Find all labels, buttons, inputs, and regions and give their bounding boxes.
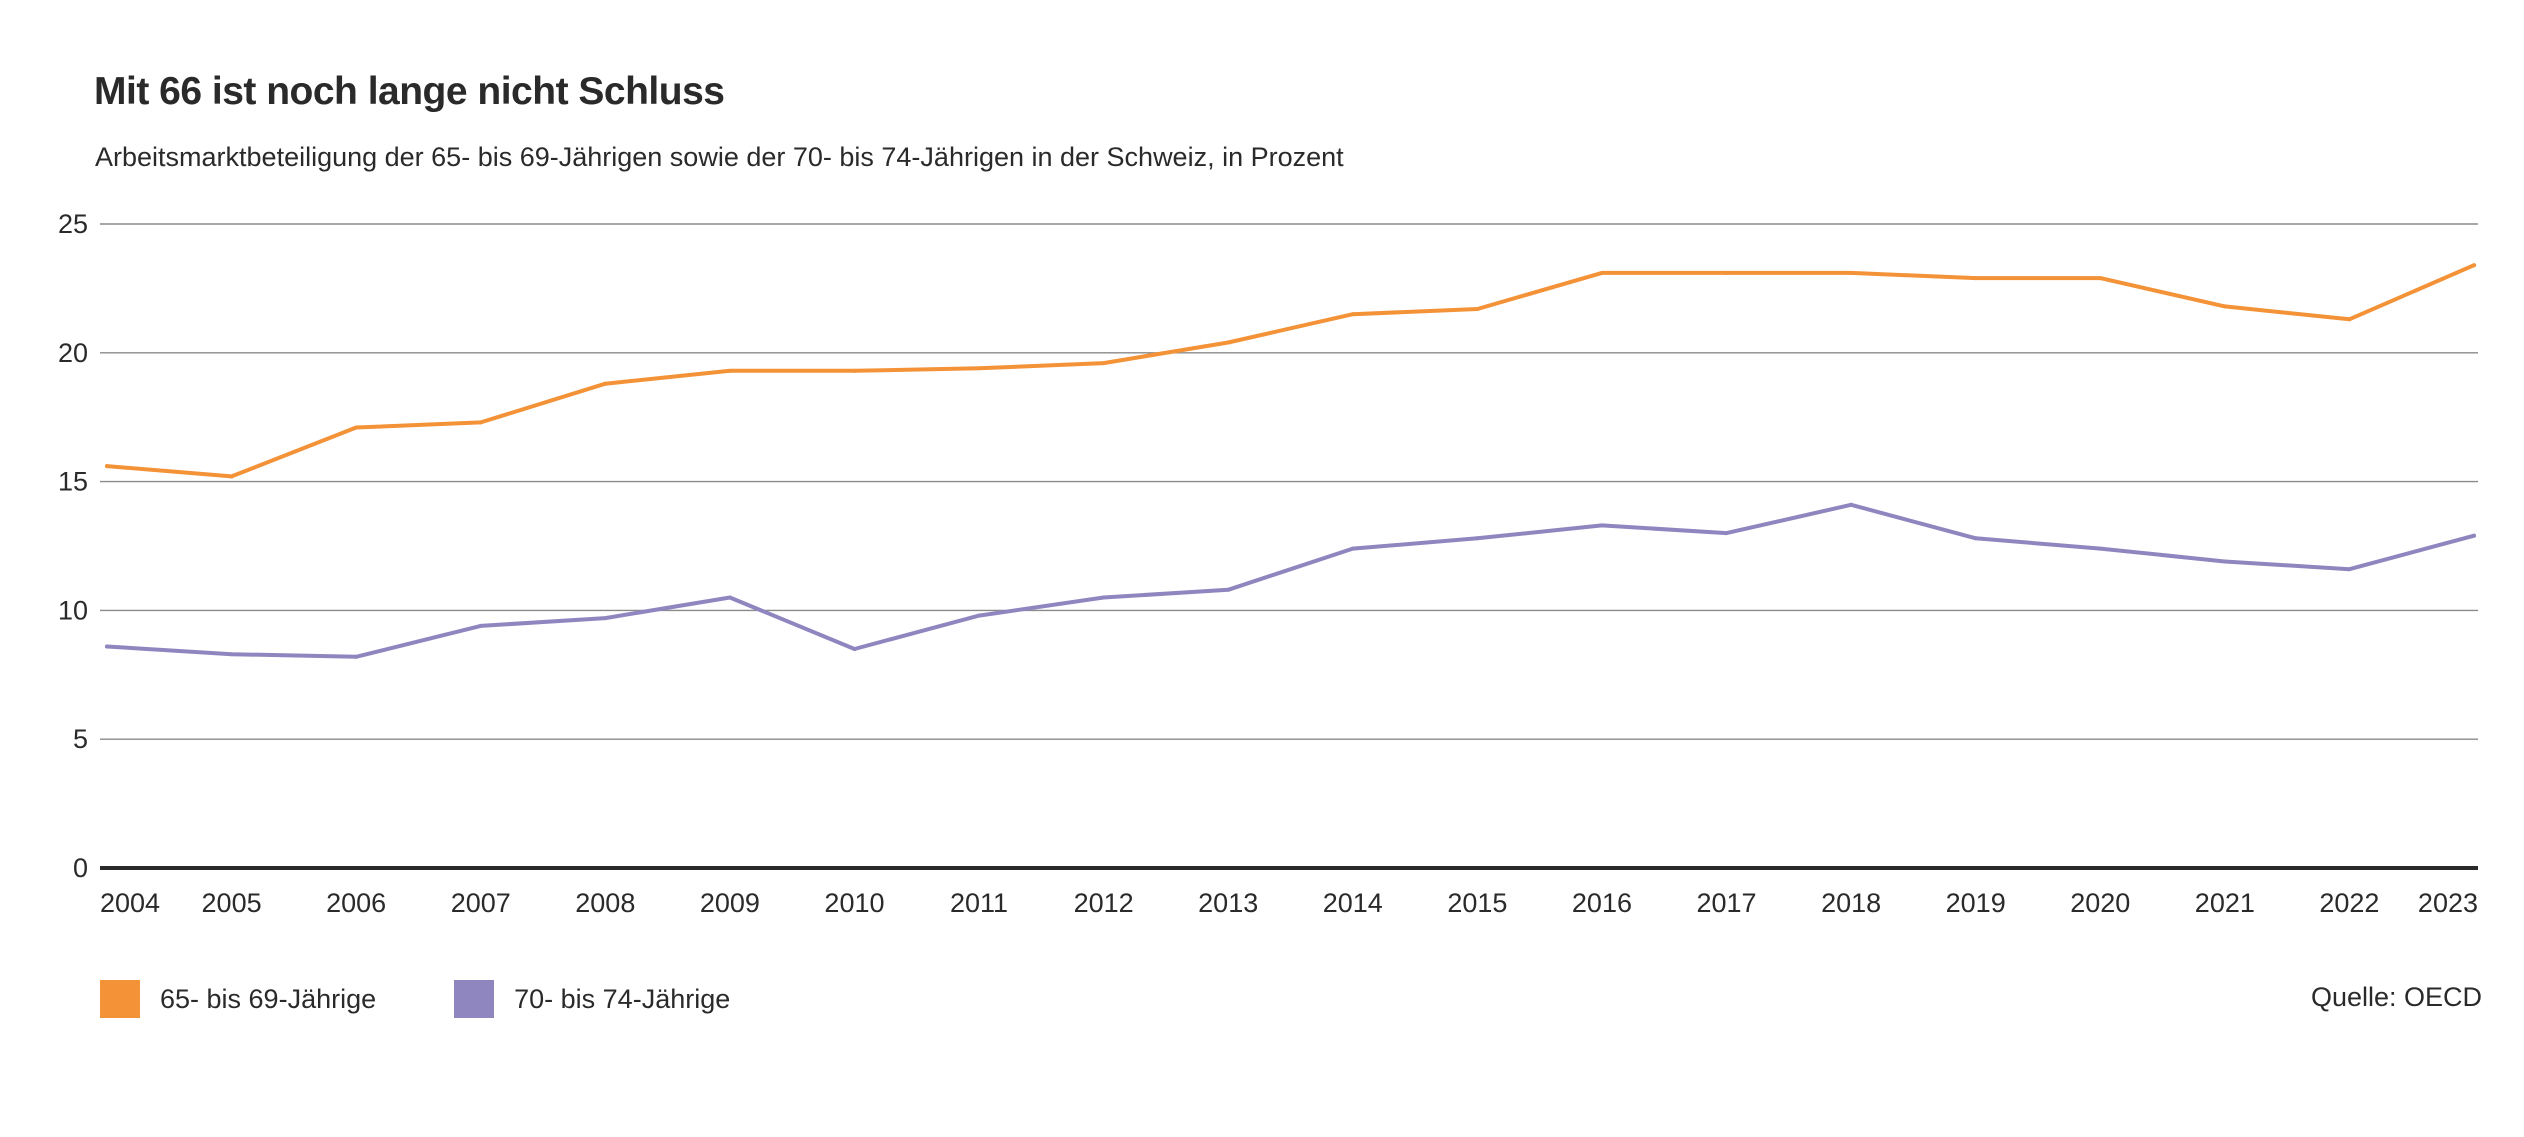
data-point-1-2006 bbox=[354, 654, 359, 659]
data-point-1-2020 bbox=[2098, 546, 2103, 551]
x-tick-label-2019: 2019 bbox=[1946, 888, 2006, 918]
data-point-0-2017 bbox=[1724, 270, 1729, 275]
y-tick-label-0: 0 bbox=[73, 853, 88, 883]
data-point-1-2005 bbox=[229, 652, 234, 657]
data-point-1-2013 bbox=[1226, 587, 1231, 592]
x-tick-label-2016: 2016 bbox=[1572, 888, 1632, 918]
data-point-1-2021 bbox=[2222, 559, 2227, 564]
chart-title: Mit 66 ist noch lange nicht Schluss bbox=[94, 70, 725, 113]
data-point-1-2016 bbox=[1599, 523, 1604, 528]
legend-swatch-70-74 bbox=[454, 980, 495, 1018]
data-point-0-2018 bbox=[1849, 270, 1854, 275]
x-tick-label-2011: 2011 bbox=[950, 888, 1008, 918]
legend-label-65-69: 65- bis 69-Jährige bbox=[160, 983, 377, 1014]
data-point-0-2022 bbox=[2347, 317, 2352, 322]
data-point-0-2021 bbox=[2222, 304, 2227, 309]
data-point-0-2023 bbox=[2472, 263, 2476, 268]
data-point-0-2008 bbox=[603, 381, 608, 386]
x-tick-label-2008: 2008 bbox=[575, 888, 635, 918]
data-point-0-2006 bbox=[354, 425, 359, 430]
data-point-1-2004 bbox=[105, 644, 109, 649]
x-tick-label-2017: 2017 bbox=[1696, 888, 1756, 918]
x-tick-label-2010: 2010 bbox=[824, 888, 884, 918]
data-point-1-2019 bbox=[1973, 536, 1978, 541]
x-tick-label-2004: 2004 bbox=[100, 888, 160, 918]
data-point-0-2019 bbox=[1973, 276, 1978, 281]
chart-subtitle: Arbeitsmarktbeteiligung der 65- bis 69-J… bbox=[95, 142, 1344, 172]
x-tick-label-2020: 2020 bbox=[2070, 888, 2130, 918]
data-point-1-2018 bbox=[1849, 502, 1854, 507]
data-point-1-2017 bbox=[1724, 531, 1729, 536]
y-tick-label-5: 5 bbox=[73, 724, 88, 754]
x-tick-label-2014: 2014 bbox=[1323, 888, 1383, 918]
data-point-0-2014 bbox=[1350, 312, 1355, 317]
legend-swatch-65-69 bbox=[100, 980, 140, 1018]
series-line-1 bbox=[105, 502, 2476, 659]
data-point-0-2009 bbox=[727, 368, 732, 373]
data-point-0-2005 bbox=[229, 474, 234, 479]
legend-label-70-74: 70- bis 74-Jährige bbox=[514, 983, 731, 1014]
y-tick-label-15: 15 bbox=[58, 467, 88, 497]
x-tick-label-2013: 2013 bbox=[1198, 888, 1258, 918]
legend-item-65-69: 65- bis 69-Jährige bbox=[100, 980, 376, 1018]
x-tick-label-2021: 2021 bbox=[2195, 888, 2255, 918]
x-tick-label-2005: 2005 bbox=[202, 888, 262, 918]
x-tick-label-2006: 2006 bbox=[326, 888, 386, 918]
data-point-1-2015 bbox=[1475, 536, 1480, 541]
data-point-0-2020 bbox=[2098, 276, 2103, 281]
data-point-1-2007 bbox=[478, 623, 483, 628]
data-point-1-2012 bbox=[1101, 595, 1106, 600]
x-tick-label-2009: 2009 bbox=[700, 888, 760, 918]
data-point-0-2016 bbox=[1599, 270, 1604, 275]
x-tick-label-2012: 2012 bbox=[1074, 888, 1134, 918]
data-point-1-2010 bbox=[852, 647, 857, 652]
source-note: Quelle: OECD bbox=[2310, 982, 2482, 1012]
x-tick-label-2007: 2007 bbox=[451, 888, 511, 918]
x-tick-label-2018: 2018 bbox=[1821, 888, 1881, 918]
data-point-0-2010 bbox=[852, 368, 857, 373]
data-point-1-2008 bbox=[603, 616, 608, 621]
data-point-0-2007 bbox=[478, 420, 483, 425]
data-point-0-2015 bbox=[1475, 307, 1480, 312]
legend-item-70-74: 70- bis 74-Jährige bbox=[454, 980, 730, 1018]
data-point-1-2022 bbox=[2347, 567, 2352, 572]
y-tick-label-20: 20 bbox=[58, 338, 88, 368]
data-point-0-2004 bbox=[105, 464, 109, 469]
data-point-1-2014 bbox=[1350, 546, 1355, 551]
data-point-1-2009 bbox=[727, 595, 732, 600]
x-tick-label-2022: 2022 bbox=[2319, 888, 2379, 918]
data-point-0-2011 bbox=[977, 366, 982, 371]
y-tick-label-25: 25 bbox=[58, 209, 88, 239]
data-point-1-2023 bbox=[2472, 533, 2476, 538]
legend: 65- bis 69-Jährige 70- bis 74-Jährige bbox=[100, 980, 808, 1018]
x-tick-label-2015: 2015 bbox=[1447, 888, 1507, 918]
data-point-0-2013 bbox=[1226, 340, 1231, 345]
x-tick-label-2023: 2023 bbox=[2418, 888, 2478, 918]
data-point-0-2012 bbox=[1101, 361, 1106, 366]
series-line-0 bbox=[105, 263, 2476, 479]
line-chart: 0 5 10 15 20 25 2004 2005 2006 2007 2008 2009 2010 20… bbox=[58, 209, 2478, 918]
y-tick-label-10: 10 bbox=[58, 595, 88, 625]
data-point-1-2011 bbox=[977, 613, 982, 618]
